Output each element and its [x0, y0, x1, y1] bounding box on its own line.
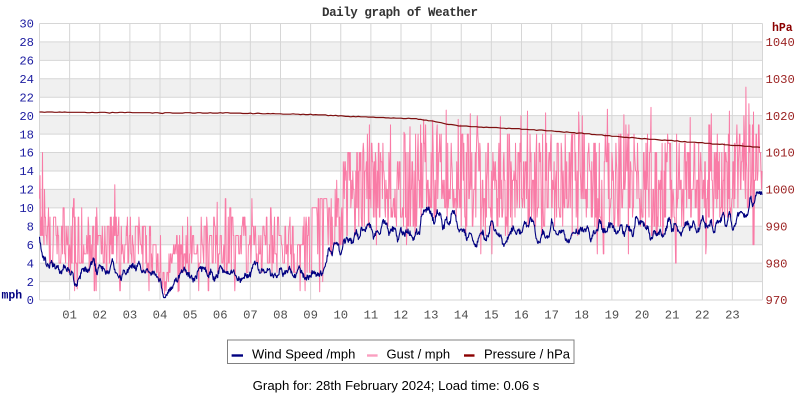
svg-text:12: 12 [394, 309, 409, 323]
svg-text:22: 22 [695, 309, 710, 323]
svg-text:2: 2 [27, 276, 34, 290]
svg-text:4: 4 [27, 257, 34, 271]
svg-text:04: 04 [153, 309, 168, 323]
svg-text:12: 12 [19, 184, 34, 198]
svg-text:10: 10 [333, 309, 348, 323]
svg-text:18: 18 [574, 309, 589, 323]
svg-text:20: 20 [19, 110, 34, 124]
svg-text:10: 10 [19, 202, 34, 216]
svg-text:14: 14 [19, 165, 34, 179]
svg-text:28: 28 [19, 36, 34, 50]
svg-text:Gust / mph: Gust / mph [387, 347, 451, 362]
svg-text:Graph for: 28th February 2024;: Graph for: 28th February 2024; Load time… [253, 378, 540, 393]
svg-text:06: 06 [213, 309, 228, 323]
svg-text:01: 01 [62, 309, 77, 323]
svg-text:1030: 1030 [766, 73, 795, 87]
svg-text:mph: mph [2, 290, 23, 303]
svg-text:19: 19 [605, 309, 620, 323]
svg-text:07: 07 [243, 309, 258, 323]
svg-text:Daily graph of Weather: Daily graph of Weather [322, 6, 478, 20]
svg-text:6: 6 [27, 239, 34, 253]
svg-text:30: 30 [19, 18, 34, 32]
svg-text:990: 990 [766, 221, 788, 235]
svg-text:16: 16 [514, 309, 529, 323]
svg-text:17: 17 [544, 309, 559, 323]
svg-text:1010: 1010 [766, 147, 795, 161]
svg-text:Wind Speed /mph: Wind Speed /mph [252, 347, 355, 362]
svg-text:13: 13 [424, 309, 439, 323]
svg-text:0: 0 [27, 294, 34, 308]
svg-text:02: 02 [92, 309, 107, 323]
svg-text:1040: 1040 [766, 36, 795, 50]
svg-text:24: 24 [19, 73, 34, 87]
svg-text:1000: 1000 [766, 184, 795, 198]
svg-text:15: 15 [484, 309, 499, 323]
svg-text:980: 980 [766, 257, 788, 271]
svg-text:11: 11 [364, 309, 379, 323]
svg-text:16: 16 [19, 147, 34, 161]
svg-text:18: 18 [19, 128, 34, 142]
svg-text:970: 970 [766, 294, 788, 308]
svg-text:08: 08 [273, 309, 288, 323]
svg-text:1020: 1020 [766, 110, 795, 124]
svg-text:05: 05 [183, 309, 198, 323]
svg-text:Pressure / hPa: Pressure / hPa [484, 347, 571, 362]
svg-text:hPa: hPa [772, 22, 793, 35]
svg-text:21: 21 [665, 309, 680, 323]
svg-text:20: 20 [635, 309, 650, 323]
svg-text:23: 23 [725, 309, 740, 323]
svg-text:8: 8 [27, 221, 34, 235]
svg-text:14: 14 [454, 309, 469, 323]
svg-text:22: 22 [19, 91, 34, 105]
svg-text:26: 26 [19, 55, 34, 69]
svg-text:03: 03 [123, 309, 138, 323]
svg-text:09: 09 [303, 309, 318, 323]
